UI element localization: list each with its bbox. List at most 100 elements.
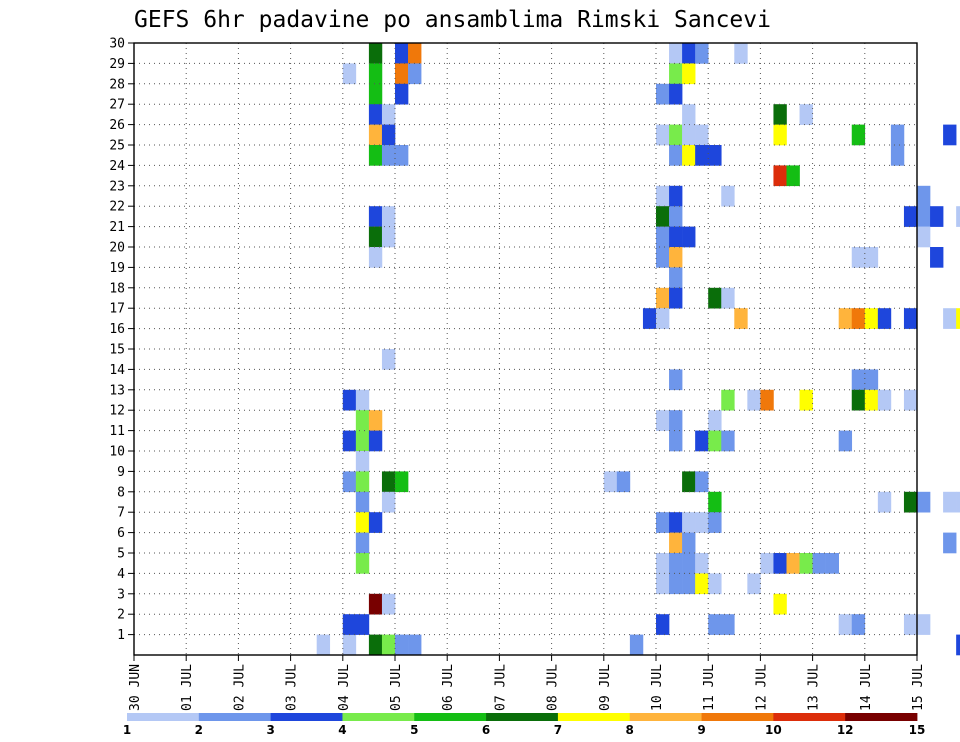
heatmap-cell [669, 512, 683, 533]
y-tick-label: 26 [109, 118, 125, 133]
heatmap-cell [368, 83, 383, 105]
heatmap-cell [682, 63, 696, 85]
heatmap-cell [943, 491, 957, 513]
y-tick-label: 10 [109, 445, 125, 460]
colorbar-swatch [845, 713, 918, 721]
y-tick-label: 7 [117, 506, 125, 521]
heatmap-cell [656, 185, 670, 207]
heatmap-cell [864, 247, 879, 268]
colorbar-label: 12 [837, 723, 854, 737]
heatmap-cell [368, 63, 383, 85]
heatmap-cell [851, 308, 866, 329]
x-tick-label: 30 JUN [128, 664, 143, 711]
heatmap-cell [773, 104, 787, 125]
colorbar-label: 4 [338, 723, 346, 737]
heatmap-cell [669, 83, 683, 105]
colorbar-swatch [486, 713, 559, 721]
y-tick-label: 9 [117, 465, 125, 480]
y-tick-label: 19 [109, 261, 125, 276]
heatmap-cell [695, 512, 709, 533]
heatmap-cell [355, 532, 370, 554]
heatmap-cell [656, 226, 670, 248]
heatmap-cell [708, 430, 722, 452]
y-tick-label: 13 [109, 383, 125, 398]
y-tick-label: 2 [117, 608, 125, 623]
heatmap-cell [355, 410, 370, 431]
heatmap-cell [838, 430, 853, 452]
heatmap-cell [747, 573, 761, 595]
x-tick-label: 10 JUL [650, 664, 665, 711]
x-tick-label: 14 JUL [859, 664, 874, 711]
heatmap-cell [682, 145, 696, 166]
colorbar-swatch [414, 713, 487, 721]
heatmap-cell [799, 553, 813, 574]
grid-lines [134, 43, 917, 655]
y-tick-label: 20 [109, 241, 125, 256]
heatmap-cell [786, 165, 800, 187]
x-tick-label: 13 JUL [807, 664, 822, 711]
colorbar-swatch [342, 713, 415, 721]
heatmap-cell [682, 553, 696, 574]
x-tick-label: 08 JUL [546, 664, 561, 711]
heatmap-cell [368, 124, 383, 146]
heatmap-cell [747, 389, 761, 411]
heatmap-cell [903, 308, 918, 329]
heatmap-cell [669, 553, 683, 574]
heatmap-cell [368, 410, 383, 431]
heatmap-cell [708, 287, 722, 309]
heatmap-cell [760, 389, 774, 411]
heatmap-cell [851, 614, 866, 635]
y-tick-label: 15 [109, 343, 125, 358]
colorbar-label: 7 [554, 723, 562, 737]
heatmap-cell [355, 614, 370, 635]
heatmap-cell [381, 593, 396, 615]
heatmap-cell [695, 430, 709, 452]
heatmap-cell [355, 451, 370, 472]
colorbar-swatch [127, 713, 200, 721]
heatmap-cell [903, 491, 918, 513]
heatmap-cell [656, 83, 670, 105]
heatmap-cell [864, 389, 879, 411]
heatmap-cell [708, 410, 722, 431]
heatmap-cell [877, 389, 892, 411]
heatmap-cell [682, 226, 696, 248]
heatmap-cell [903, 206, 918, 227]
heatmap-cell [669, 573, 683, 595]
heatmap-cell [381, 349, 396, 370]
heatmap-cell [342, 614, 357, 635]
heatmap-cell [669, 63, 683, 85]
heatmap-cell [368, 226, 383, 248]
heatmap-cell [903, 614, 918, 635]
heatmap-cell [773, 553, 787, 574]
colorbar-swatch [270, 713, 343, 721]
heatmap-cell [408, 63, 422, 85]
colorbar-swatch [773, 713, 846, 721]
heatmap-cell [656, 287, 670, 309]
heatmap-cell [368, 634, 383, 656]
y-tick-label: 12 [109, 404, 125, 419]
heatmap-cell [956, 491, 960, 513]
heatmap-cell [381, 124, 396, 146]
heatmap-cell [877, 491, 892, 513]
heatmap-cell [381, 145, 396, 166]
colorbar-label: 1 [123, 723, 131, 737]
heatmap-cell [395, 471, 409, 493]
y-tick-label: 1 [117, 628, 125, 643]
heatmap-cell [669, 247, 683, 268]
heatmap-cell [355, 389, 370, 411]
y-tick-label: 5 [117, 547, 125, 562]
y-tick-label: 24 [109, 159, 125, 174]
heatmap-cell [656, 247, 670, 268]
heatmap-cell [656, 512, 670, 533]
heatmap-cell [368, 104, 383, 125]
heatmap-cell [721, 287, 735, 309]
heatmap-cell [669, 267, 683, 289]
heatmap-cell [629, 634, 644, 656]
heatmap-cell [381, 104, 396, 125]
heatmap-cell [956, 634, 960, 656]
heatmap-cell [355, 512, 370, 533]
heatmap-cell [708, 614, 722, 635]
colorbar-swatch [557, 713, 631, 721]
heatmap-cell [734, 43, 748, 64]
colorbar-label: 3 [266, 723, 274, 737]
